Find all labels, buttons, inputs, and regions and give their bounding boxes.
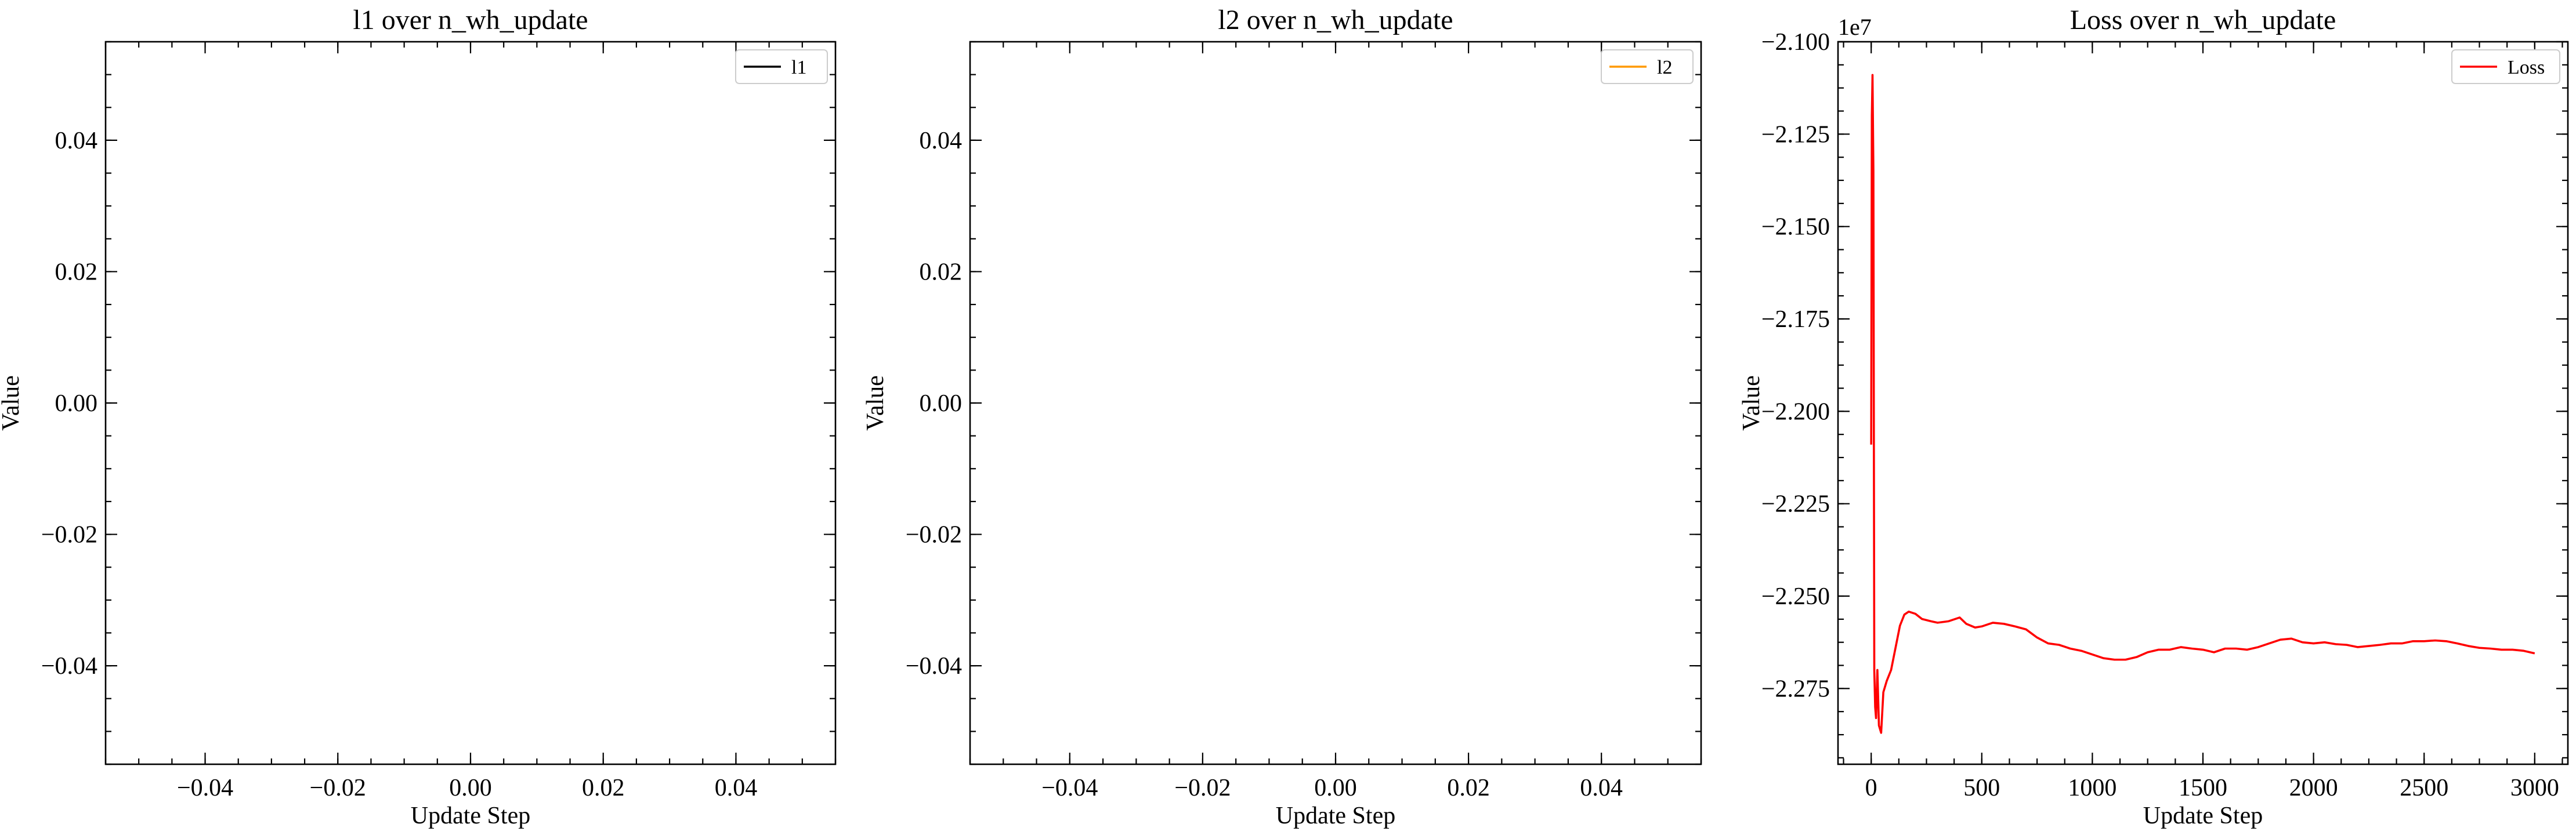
- x-axis-label: Update Step: [2143, 803, 2263, 829]
- legend-label: l1: [791, 57, 806, 78]
- x-tick-label: 0.02: [1447, 775, 1490, 801]
- x-tick-label: −0.04: [177, 775, 233, 801]
- legend-frame: [735, 49, 828, 84]
- legend-frame: [2451, 49, 2560, 84]
- x-axis-label: Update Step: [411, 803, 530, 829]
- legend: l1: [735, 49, 828, 84]
- x-tick-label: 0.04: [1580, 775, 1623, 801]
- x-tick-label: −0.02: [1174, 775, 1231, 801]
- chart-title: l2 over n_wh_update: [1218, 5, 1453, 35]
- x-tick-label: 1000: [2068, 775, 2116, 801]
- y-tick-label: −0.04: [906, 653, 962, 680]
- y-axis-label: Value: [0, 375, 24, 431]
- plot-frame: [969, 41, 1702, 765]
- y-tick-label: −2.150: [1761, 214, 1830, 241]
- y-tick-label: −0.02: [41, 522, 97, 549]
- y-tick-label: −2.250: [1761, 583, 1830, 610]
- y-tick-label: −0.04: [41, 653, 97, 680]
- y-axis-label: Value: [1738, 375, 1765, 431]
- series-line-loss: [1870, 74, 2535, 734]
- plot-frame: [1837, 41, 2569, 765]
- y-tick-label: −2.175: [1761, 306, 1830, 333]
- legend-label: Loss: [2508, 57, 2545, 78]
- plot-frame: [104, 41, 837, 765]
- y-offset-label: 1e7: [1838, 14, 1872, 40]
- y-axis-label: Value: [862, 375, 889, 431]
- y-tick-label: −2.125: [1761, 121, 1830, 148]
- y-tick-label: 0.04: [55, 128, 98, 154]
- x-tick-label: 0.00: [1314, 775, 1357, 801]
- chart-title: Loss over n_wh_update: [2070, 5, 2336, 35]
- legend-label: l2: [1657, 57, 1672, 78]
- y-tick-label: −0.02: [906, 522, 962, 549]
- chart-panel-3: 0 500 1000 1500 2000 2500 3000 −2.100 −2.125 −2.1…: [1738, 5, 2569, 829]
- y-tick-label: −2.200: [1761, 398, 1830, 425]
- legend: l2: [1601, 49, 1694, 84]
- legend-frame: [1601, 49, 1694, 84]
- y-tick-label: −2.275: [1761, 676, 1830, 702]
- y-tick-label: −2.225: [1761, 491, 1830, 518]
- x-tick-label: 2500: [2400, 775, 2448, 801]
- chart-panel-1: −0.04 −0.02 0.00 0.02 0.04 0.04 0.02 0.00 −0.02 −…: [0, 5, 837, 829]
- y-tick-label: −2.100: [1761, 29, 1830, 56]
- chart-panel-2: −0.04 −0.02 0.00 0.02 0.04 0.04 0.02 0.00 −0.02 −…: [862, 5, 1702, 829]
- chart-title: l1 over n_wh_update: [353, 5, 588, 35]
- x-tick-label: 0.04: [715, 775, 758, 801]
- x-tick-label: 0.00: [449, 775, 492, 801]
- legend: Loss: [2451, 49, 2560, 84]
- x-tick-label: −0.02: [310, 775, 366, 801]
- x-tick-label: 2000: [2289, 775, 2338, 801]
- x-axis-label: Update Step: [1276, 803, 1395, 829]
- y-tick-label: 0.04: [920, 128, 963, 154]
- y-tick-label: 0.00: [55, 390, 98, 417]
- x-tick-label: −0.04: [1041, 775, 1098, 801]
- y-tick-label: 0.02: [920, 259, 963, 285]
- x-tick-label: 500: [1963, 775, 2000, 801]
- x-tick-label: 0: [1865, 775, 1877, 801]
- y-tick-label: 0.00: [920, 390, 963, 417]
- y-tick-label: 0.02: [55, 259, 98, 285]
- x-tick-label: 3000: [2510, 775, 2559, 801]
- x-tick-label: 1500: [2179, 775, 2227, 801]
- x-tick-label: 0.02: [582, 775, 625, 801]
